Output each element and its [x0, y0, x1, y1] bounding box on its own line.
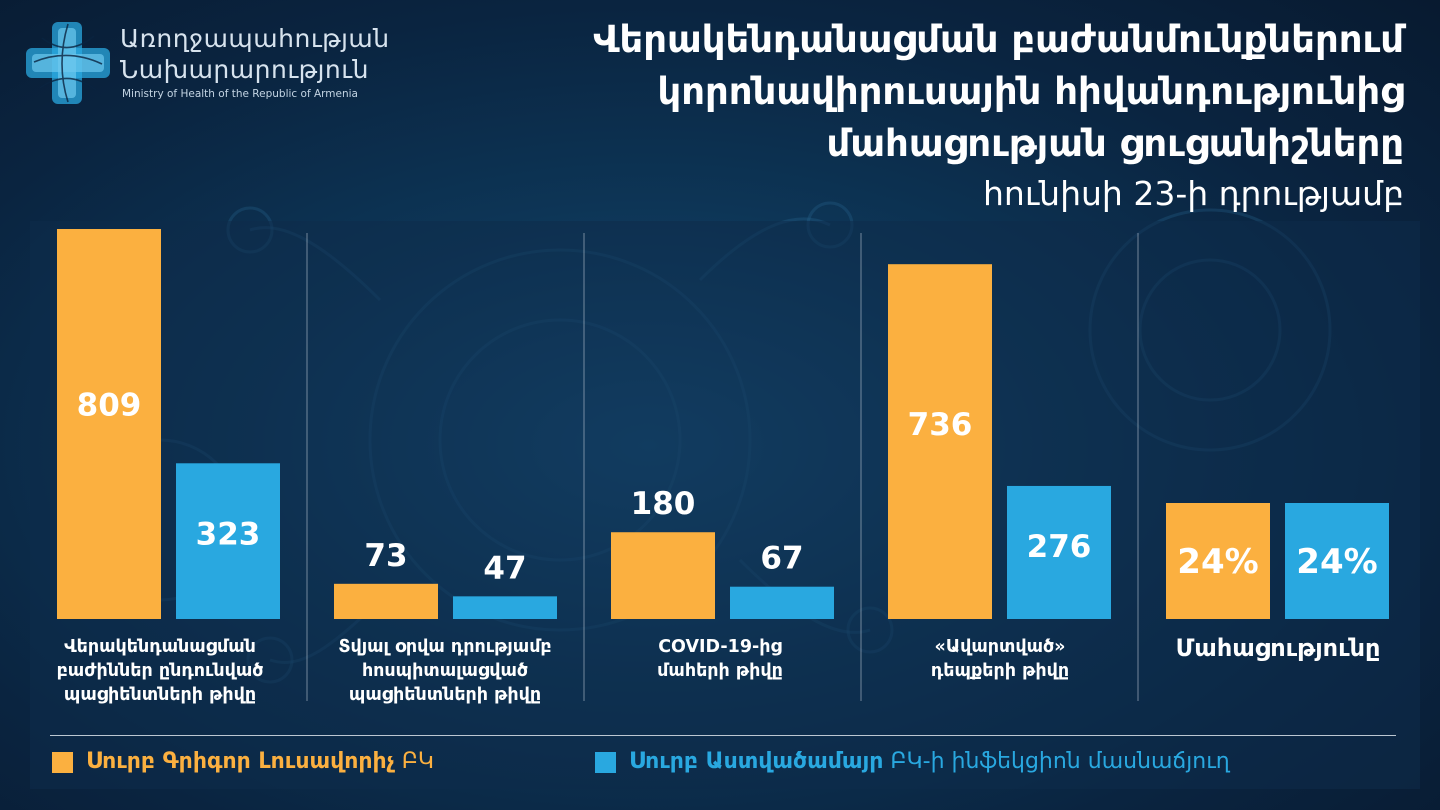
data-label-orange-covid-deaths: 180 [631, 486, 696, 522]
bar-orange-completed-cases [888, 264, 992, 619]
category-label-completed-cases: «Ավարտված» դեպքերի թիվը [930, 637, 1070, 681]
data-label-orange-icu-admitted: 809 [77, 388, 142, 424]
bar-blue-hospitalized [453, 596, 557, 619]
title-line-3: մահացության ցուցանիշները [826, 122, 1404, 165]
category-label-covid-deaths: COVID-19-ից մահերի թիվը [657, 637, 783, 681]
bar-chart: 809 73 180 736 24% 323 47 67 276 24% [57, 229, 1389, 701]
chart-panel: 809 73 180 736 24% 323 47 67 276 24% Վերակենդանաց… [30, 221, 1420, 789]
legend-series-suffix-orange: ԲԿ [401, 749, 434, 774]
category-label-mortality: Մահացությունը [1175, 634, 1381, 662]
category-label-icu-admitted: Վերակենդանացման բաժիններ ընդունված պացիե… [56, 637, 264, 705]
data-label-orange-completed-cases: 736 [908, 407, 973, 443]
data-label-orange-hospitalized: 73 [364, 538, 407, 574]
bar-blue-covid-deaths [730, 586, 834, 619]
title-line-2: կորոնավիրուսային հիվանդությունից [657, 70, 1404, 113]
data-label-orange-mortality: 24% [1177, 542, 1258, 582]
ministry-cross-emblem-icon [26, 22, 110, 104]
legend-series-name-blue: Սուրբ Աստվածամայր [629, 749, 884, 774]
logo-text-armenian-line2: Նախարարություն [120, 55, 369, 84]
bar-orange-covid-deaths [611, 532, 715, 619]
logo-text-english: Ministry of Health of the Republic of Ar… [122, 88, 358, 100]
page-title: Վերակենդանացման բաժանմունքներում կորոնավ… [424, 14, 1404, 218]
data-label-blue-covid-deaths: 67 [760, 541, 803, 577]
title-line-1: Վերակենդանացման բաժանմունքներում [593, 18, 1404, 61]
category-label-hospitalized: Տվյալ օրվա դրությամբ հոսպիտալացված պացիե… [338, 637, 552, 705]
bar-orange-mortality [1166, 503, 1270, 619]
bar-blue-completed-cases [1007, 485, 1111, 619]
legend-series-suffix-blue: ԲԿ-ի ինֆեկցիոն մասնաճյուղ [890, 749, 1230, 774]
page-subtitle-date: հունիսի 23-ի դրությամբ [983, 174, 1404, 213]
bar-orange-hospitalized [334, 583, 438, 619]
data-label-blue-icu-admitted: 323 [196, 516, 261, 552]
bar-blue-icu-admitted [176, 463, 280, 619]
ministry-logo: Առողջապահության Նախարարություն Ministry … [22, 18, 402, 108]
legend-swatch-blue [595, 752, 616, 773]
bar-orange-icu-admitted [57, 229, 161, 619]
data-label-blue-mortality: 24% [1296, 542, 1377, 582]
legend-divider [50, 735, 1396, 736]
data-label-blue-completed-cases: 276 [1027, 529, 1092, 565]
logo-text-armenian-line1: Առողջապահության [120, 24, 390, 53]
legend-series-name-orange: Սուրբ Գրիգոր Լուսավորիչ [86, 749, 395, 774]
data-label-blue-hospitalized: 47 [483, 550, 526, 586]
legend-swatch-orange [52, 752, 73, 773]
bar-blue-mortality [1285, 503, 1389, 619]
